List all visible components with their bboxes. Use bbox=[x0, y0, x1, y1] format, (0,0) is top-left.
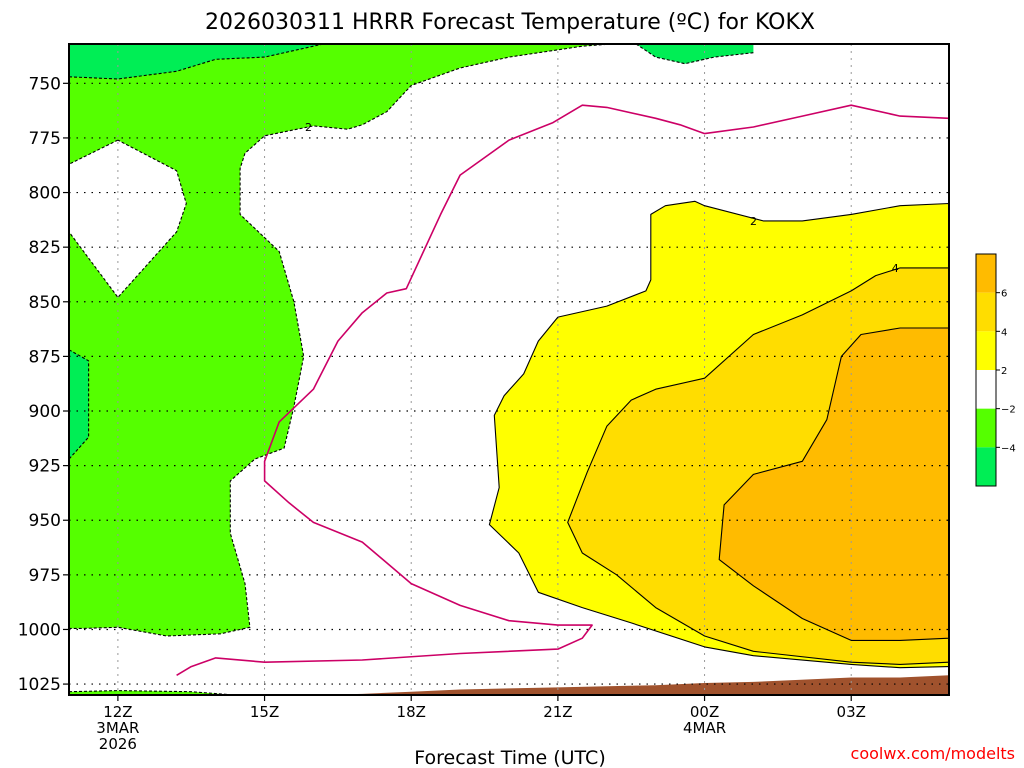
x-tick-label: 2026 bbox=[99, 735, 137, 753]
colorbar-tick-label: 6 bbox=[1001, 289, 1007, 300]
y-tick-label: 925 bbox=[29, 457, 61, 477]
x-tick-label: 12Z bbox=[103, 703, 132, 721]
contour-line--2-0 bbox=[69, 43, 612, 637]
y-tick-label: 1000 bbox=[18, 620, 61, 640]
contour-line-0-6 bbox=[176, 104, 950, 676]
contour-labels: 2 2 4 bbox=[305, 121, 899, 275]
y-tick-label: 1025 bbox=[18, 675, 61, 695]
x-tick-label: 4MAR bbox=[683, 719, 726, 737]
contour-label: 2 bbox=[750, 215, 757, 228]
contour-line-2-7 bbox=[488, 200, 950, 669]
colorbar-tick-label: −2 bbox=[1001, 405, 1016, 416]
chart-title: 2026030311 HRRR Forecast Temperature (ºC… bbox=[205, 10, 815, 35]
region-cold-left-cell bbox=[69, 349, 89, 460]
colorbar-tick-label: 4 bbox=[1001, 327, 1007, 338]
colorbar-bin bbox=[976, 447, 996, 486]
region-cold-top-cell bbox=[69, 44, 324, 79]
y-tick-label: 775 bbox=[29, 129, 61, 149]
x-tick-label: 15Z bbox=[250, 703, 279, 721]
y-tick-label: 975 bbox=[29, 566, 61, 586]
x-tick-label: 21Z bbox=[543, 703, 572, 721]
colorbar-bin bbox=[976, 408, 996, 448]
region-ground bbox=[69, 673, 949, 695]
contour-line-4-8 bbox=[567, 267, 950, 665]
y-tick-label: 850 bbox=[29, 293, 61, 313]
contour-line--4-2 bbox=[68, 349, 90, 460]
y-tick-label: 750 bbox=[29, 74, 61, 94]
x-axis-label: Forecast Time (UTC) bbox=[414, 747, 605, 768]
colorbar-tick-label: −4 bbox=[1001, 443, 1016, 454]
contour-line--4-4 bbox=[635, 43, 754, 65]
x-tick-label: 03Z bbox=[837, 703, 866, 721]
region-cold-top-right bbox=[636, 44, 754, 64]
y-axis: 750 775 800 825 850 875 900 925 950 975 1000 1025 bbox=[18, 74, 69, 695]
colorbar-bin bbox=[976, 370, 996, 409]
x-tick-label: 00Z bbox=[690, 703, 719, 721]
plot-regions bbox=[69, 44, 949, 695]
plot-frame bbox=[68, 43, 950, 696]
contour-label: 4 bbox=[892, 262, 899, 275]
region-cold-bottom-strip bbox=[69, 690, 236, 695]
x-tick-label: 18Z bbox=[397, 703, 426, 721]
contour-line--2-5 bbox=[68, 690, 236, 696]
y-tick-label: 800 bbox=[29, 184, 61, 204]
colorbar-bin bbox=[976, 292, 996, 332]
colorbar-tick-label: 2 bbox=[1001, 366, 1007, 377]
region-warm-upper-cell bbox=[69, 140, 187, 298]
credit-text: coolwx.com/modelts bbox=[851, 744, 1015, 763]
contour-line-6-9 bbox=[718, 327, 950, 641]
contour-label: 2 bbox=[305, 121, 312, 134]
contour-lines bbox=[68, 43, 950, 696]
x-tick-label: 3MAR bbox=[96, 719, 139, 737]
region-warm-6to8 bbox=[719, 328, 949, 641]
y-tick-label: 825 bbox=[29, 238, 61, 258]
y-tick-label: 875 bbox=[29, 347, 61, 367]
colorbar: 6 4 2 −2 −4 bbox=[975, 253, 1016, 487]
colorbar-bin bbox=[976, 254, 996, 293]
colorbar-bin bbox=[976, 331, 996, 370]
y-tick-label: 900 bbox=[29, 402, 61, 422]
y-tick-label: 950 bbox=[29, 511, 61, 531]
